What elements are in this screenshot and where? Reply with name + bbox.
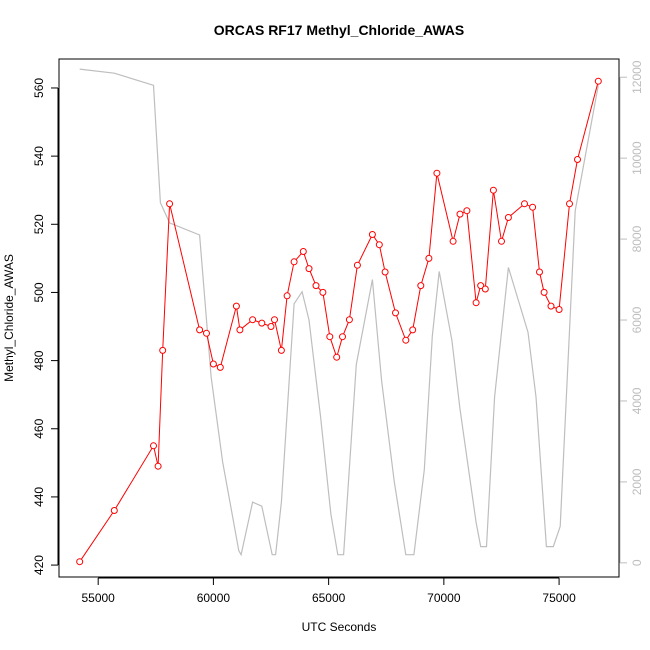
methyl-chloride-point	[472, 299, 480, 307]
y-tick-label: 520	[32, 214, 46, 234]
methyl-chloride-point	[477, 282, 485, 290]
methyl-chloride-point	[159, 346, 167, 354]
y2-tick-label: 6000	[630, 306, 644, 333]
methyl-chloride-point	[216, 363, 224, 371]
methyl-chloride-point	[375, 241, 383, 249]
methyl-chloride-point	[166, 200, 174, 208]
methyl-chloride-point	[249, 316, 257, 324]
methyl-chloride-point	[368, 231, 376, 238]
methyl-chloride-point	[449, 237, 457, 245]
x-tick-label: 70000	[427, 591, 461, 605]
y2-tick-label: 12000	[630, 60, 644, 94]
methyl-chloride-point	[209, 360, 217, 368]
methyl-chloride-point	[536, 268, 543, 276]
methyl-chloride-point	[299, 248, 307, 255]
methyl-chloride-point	[425, 254, 433, 262]
methyl-chloride-point	[150, 442, 157, 450]
methyl-chloride-point	[283, 292, 291, 300]
methyl-chloride-point	[547, 302, 555, 310]
methyl-chloride-point	[433, 169, 441, 177]
methyl-chloride-point	[417, 282, 425, 290]
methyl-chloride-point	[258, 319, 266, 327]
y2-tick-label: 0	[630, 559, 644, 566]
methyl-chloride-point	[529, 203, 537, 211]
methyl-chloride-point	[353, 261, 361, 269]
methyl-chloride-point	[521, 200, 528, 208]
methyl-chloride-point	[345, 316, 353, 324]
chart-title: ORCAS RF17 Methyl_Chloride_AWAS	[214, 22, 465, 38]
x-tick-label: 65000	[312, 591, 346, 605]
x-axis-label: UTC Seconds	[302, 620, 377, 634]
y2-tick-label: 2000	[630, 468, 644, 495]
x-tick-label: 55000	[81, 591, 115, 605]
methyl-chloride-point	[326, 333, 334, 341]
y2-tick-label: 10000	[630, 141, 644, 175]
methyl-chloride-point	[76, 558, 84, 566]
methyl-chloride-point	[333, 353, 341, 361]
y-tick-label: 420	[32, 555, 46, 575]
y-tick-label: 540	[32, 146, 46, 166]
methyl-chloride-point	[339, 333, 346, 341]
altitude-line	[79, 68, 599, 557]
methyl-chloride-point	[319, 288, 327, 296]
y-axis-label: Methyl_Chloride_AWAS	[2, 254, 16, 382]
methyl-chloride-point	[409, 326, 417, 334]
methyl-chloride-point	[574, 156, 581, 163]
methyl-chloride-point	[392, 309, 399, 317]
methyl-chloride-point	[381, 268, 389, 276]
y-tick-label: 480	[32, 350, 46, 370]
methyl-chloride-point	[463, 207, 471, 215]
y2-tick-label: 4000	[630, 387, 644, 414]
methyl-chloride-point	[312, 282, 320, 290]
methyl-chloride-point	[504, 214, 512, 221]
methyl-chloride-point	[481, 285, 489, 293]
plot-frame	[58, 58, 620, 578]
y-axis-left: 420 440 460 480 500 520 540 560	[32, 78, 59, 575]
y-tick-label: 460	[32, 418, 46, 438]
x-axis: 55000 60000 65000 70000 75000	[81, 577, 576, 605]
methyl-chloride-point	[594, 77, 602, 85]
x-tick-label: 75000	[542, 591, 576, 605]
y-tick-label: 500	[32, 282, 46, 302]
methyl-chloride-point	[277, 346, 285, 354]
methyl-chloride-point	[196, 326, 204, 334]
methyl-chloride-point	[236, 326, 244, 334]
y2-tick-label: 8000	[630, 225, 644, 252]
methyl-chloride-point	[489, 186, 497, 194]
methyl-chloride-point	[267, 323, 275, 330]
series-layer	[76, 68, 602, 566]
methyl-chloride-point	[154, 462, 162, 470]
y-tick-label: 440	[32, 487, 46, 507]
methyl-chloride-point	[305, 265, 313, 273]
methyl-chloride-point	[566, 200, 573, 208]
methyl-chloride-point	[271, 316, 278, 324]
methyl-chloride-point	[540, 288, 548, 296]
methyl-chloride-point	[402, 336, 410, 344]
methyl-chloride-point	[203, 329, 210, 337]
methyl-chloride-point	[555, 306, 563, 313]
methyl-chloride-point	[498, 237, 505, 245]
methyl-chloride-point	[232, 302, 240, 310]
methyl-chloride-point	[290, 258, 298, 266]
y-tick-label: 560	[32, 78, 46, 98]
y-axis-right: 0 2000 4000 6000 8000 10000 12000	[619, 60, 644, 566]
methyl-chloride-point	[110, 507, 118, 514]
methyl-chloride-point	[456, 210, 464, 218]
x-tick-label: 60000	[197, 591, 231, 605]
